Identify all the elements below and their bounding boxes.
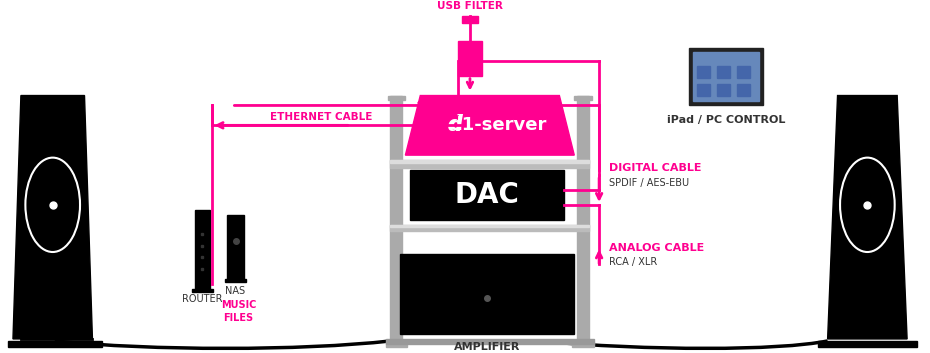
- Polygon shape: [194, 210, 209, 289]
- Polygon shape: [828, 96, 907, 339]
- Polygon shape: [192, 289, 213, 292]
- Text: d1-server: d1-server: [449, 116, 547, 134]
- Polygon shape: [405, 96, 575, 155]
- Text: USB FILTER: USB FILTER: [437, 1, 503, 11]
- Polygon shape: [391, 160, 590, 163]
- Polygon shape: [8, 341, 102, 347]
- Polygon shape: [410, 170, 565, 220]
- Polygon shape: [13, 96, 92, 339]
- Text: ANALOG CABLE: ANALOG CABLE: [609, 243, 704, 252]
- Text: d: d: [447, 114, 463, 136]
- Polygon shape: [388, 96, 405, 101]
- Text: MUSIC
FILES: MUSIC FILES: [220, 299, 256, 323]
- Polygon shape: [227, 215, 245, 279]
- Polygon shape: [391, 96, 403, 339]
- Polygon shape: [462, 16, 478, 23]
- Text: DIGITAL CABLE: DIGITAL CABLE: [609, 163, 701, 173]
- Polygon shape: [737, 84, 751, 96]
- Polygon shape: [224, 279, 246, 282]
- Polygon shape: [717, 84, 730, 96]
- Polygon shape: [458, 41, 482, 76]
- Text: RCA / XLR: RCA / XLR: [609, 257, 658, 268]
- Polygon shape: [698, 66, 711, 78]
- Polygon shape: [391, 225, 590, 227]
- Text: AMPLIFIER: AMPLIFIER: [454, 342, 521, 352]
- Text: DAC: DAC: [455, 181, 520, 209]
- Polygon shape: [578, 96, 590, 339]
- Polygon shape: [693, 52, 759, 102]
- Text: NAS: NAS: [225, 286, 246, 296]
- Polygon shape: [688, 48, 763, 106]
- Text: SPDIF / AES-EBU: SPDIF / AES-EBU: [609, 178, 689, 188]
- Text: ETHERNET CABLE: ETHERNET CABLE: [270, 112, 372, 122]
- Polygon shape: [698, 84, 711, 96]
- Polygon shape: [391, 160, 590, 168]
- Polygon shape: [575, 96, 592, 101]
- Text: ROUTER: ROUTER: [182, 294, 222, 304]
- Text: iPad / PC CONTROL: iPad / PC CONTROL: [667, 115, 785, 125]
- Polygon shape: [386, 342, 407, 347]
- Polygon shape: [401, 255, 575, 334]
- Polygon shape: [386, 339, 594, 344]
- Polygon shape: [572, 342, 594, 347]
- Polygon shape: [391, 225, 590, 231]
- Polygon shape: [737, 66, 751, 78]
- Polygon shape: [717, 66, 730, 78]
- Polygon shape: [817, 341, 917, 347]
